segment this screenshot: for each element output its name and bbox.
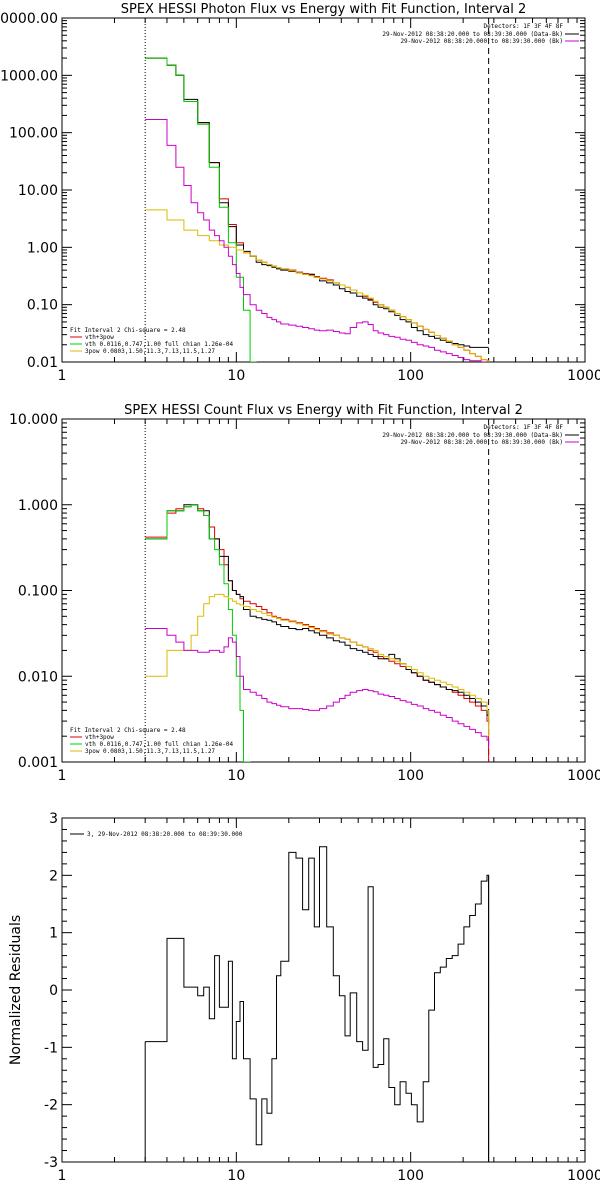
series-residuals [145,846,490,1162]
y-tick-label: 0.010 [18,669,58,685]
legend-fit-entry: vth 0.0116,0.747,1.00 full chian 1.26e-0… [85,741,233,748]
legend-fit-header: Fit Interval 2 Chi-square = 2.48 [70,727,186,734]
plot-frame [61,17,586,363]
y-tick-label: 0.100 [18,584,58,600]
legend-detectors: 3, 29-Nov-2012 08:38:20.000 to 08:39:30.… [70,831,243,838]
x-tick-label: 1000 [567,768,600,784]
legend-header: Detectors: 1F 3F 4F 8F [484,424,564,431]
y-tick-label: -1 [44,1040,58,1056]
legend-entry-label: 3, 29-Nov-2012 08:38:20.000 to 08:39:30.… [87,831,243,838]
legend-fit-entry: vth 0.0116,0.747,1.00 full chian 1.26e-0… [85,341,233,348]
legend-fit: Fit Interval 2 Chi-square = 2.48vth+3pow… [70,327,233,355]
series-3pow [145,593,490,737]
x-tick-label: 100 [397,1168,424,1184]
y-tick-label: 1000.00 [0,68,58,84]
plot-frame [61,418,586,763]
x-tick-label: 100 [397,368,424,384]
y-tick-label: 1.000 [18,498,58,514]
y-tick-label: 10.000 [9,412,58,428]
x-tick-label: 100 [397,768,424,784]
y-tick-label: 2 [49,868,58,884]
y-tick-label: 100.00 [9,126,58,142]
y-tick-label: 0.10 [27,298,58,314]
x-tick-label: 1 [58,768,67,784]
series-vth-3pow [145,57,490,362]
legend-fit-entry: 3pow 0.0803,1.50,11.3,7.13,11.5,1.27 [85,348,215,355]
series-3pow [145,209,490,362]
legend-entry-label: 29-Nov-2012 08:38:20.000 to 08:39:30.000… [400,38,563,45]
y-tick-label: 0 [49,983,58,999]
series-vth [145,57,257,362]
y-tick-label: 0.001 [18,755,58,771]
y-tick-label: -3 [44,1155,58,1171]
chart-title: SPEX HESSI Photon Flux vs Energy with Fi… [121,2,527,17]
chart-title: SPEX HESSI Count Flux vs Energy with Fit… [124,403,523,418]
legend-fit: Fit Interval 2 Chi-square = 2.48vth+3pow… [70,727,233,755]
legend-header: Detectors: 1F 3F 4F 8F [484,23,564,30]
x-tick-label: 1000 [567,1168,600,1184]
legend-fit-header: Fit Interval 2 Chi-square = 2.48 [70,327,186,334]
y-axis-label: Normalized Residuals [8,915,24,1065]
y-tick-label: 0.01 [27,355,58,371]
x-tick-label: 10 [227,1168,245,1184]
y-tick-label: 10.00 [18,183,58,199]
plot-frame [61,817,586,1163]
legend-entry-label: 29-Nov-2012 08:38:20.000 to 08:39:30.000… [382,31,563,38]
legend-entry-label: 29-Nov-2012 08:38:20.000 to 08:39:30.000… [382,432,563,439]
legend-fit-entry: vth+3pow [85,334,114,341]
y-tick-label: 1.00 [27,240,58,256]
y-tick-label: 3 [49,811,58,827]
series-background [145,628,490,747]
chart-panel-3: Normalized Residuals 1 10 100 1000 -3 -2 -1 0 1 2 3… [8,811,600,1184]
plot-area [144,18,490,362]
legend-entry-label: 29-Nov-2012 08:38:20.000 to 08:39:30.000… [400,439,563,446]
plot-area [144,419,490,762]
x-tick-label: 1 [58,1168,67,1184]
series-background [145,119,489,362]
chart-panel-2: SPEX HESSI Count Flux vs Energy with Fit… [9,403,600,784]
x-tick-label: 10 [227,368,245,384]
y-tick-label: 1 [49,926,58,942]
x-tick-label: 10 [227,768,245,784]
chart-panel-1: SPEX HESSI Photon Flux vs Energy with Fi… [0,2,600,384]
x-tick-label: 1000 [567,368,600,384]
legend-fit-entry: vth+3pow [85,734,114,741]
series-data [145,504,490,722]
x-tick-label: 1 [58,368,67,384]
plot-area [144,846,490,1162]
series-vth [145,504,251,762]
legend-fit-entry: 3pow 0.0803,1.50,11.3,7.13,11.5,1.27 [85,748,215,755]
y-tick-label: -2 [44,1098,58,1114]
